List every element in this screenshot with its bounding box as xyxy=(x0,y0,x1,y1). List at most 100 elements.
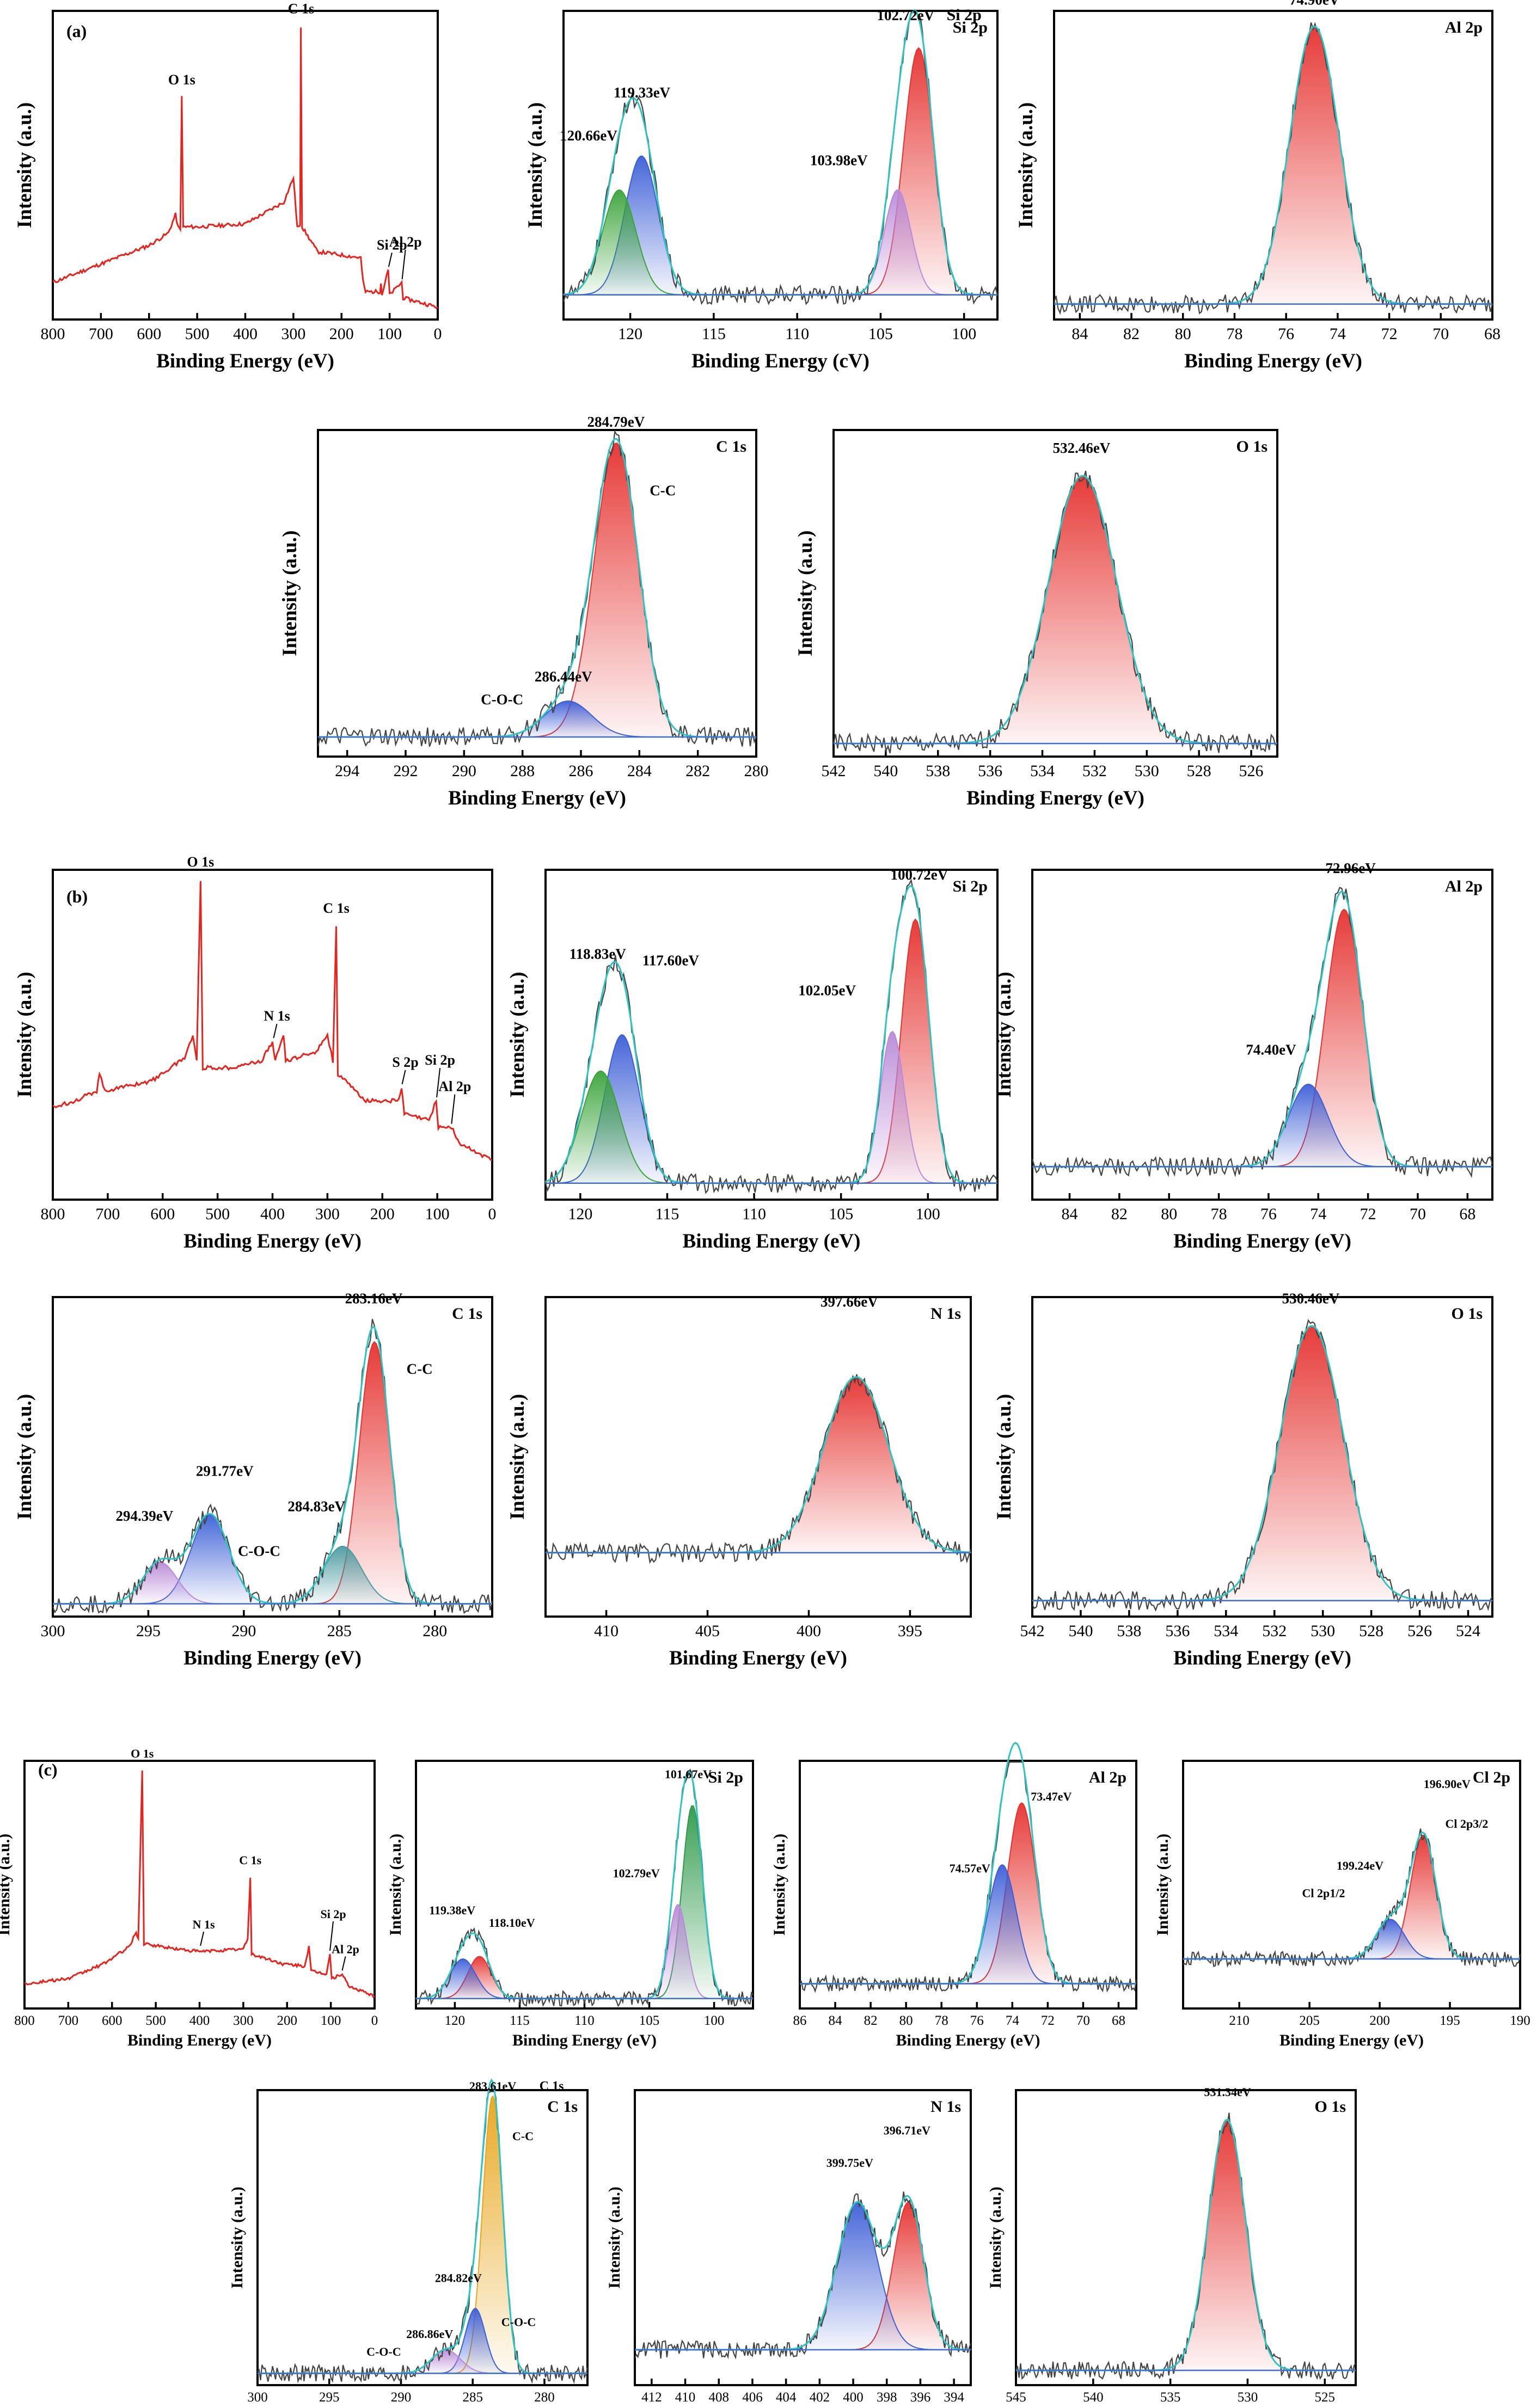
x-tick-label: 400 xyxy=(797,1622,821,1640)
plot-frame xyxy=(1015,2089,1357,2386)
x-tick-label: 300 xyxy=(247,2390,268,2405)
x-tick-label: 84 xyxy=(1062,1205,1078,1223)
x-tick-label: 395 xyxy=(898,1622,922,1640)
x-axis-label: Binding Energy (eV) xyxy=(183,1647,362,1669)
x-tick-label: 532 xyxy=(1082,762,1107,780)
x-tick-label: 300 xyxy=(281,325,305,343)
plot-frame xyxy=(23,1760,376,2010)
x-tick-label: 110 xyxy=(742,1205,766,1223)
xps-panel-c7: 545540535530525Binding Energy (eV)Intens… xyxy=(987,2085,1357,2405)
peak-label: 118.10eV xyxy=(489,1916,535,1930)
x-tick-label: 0 xyxy=(488,1205,497,1223)
x-tick-label: 70 xyxy=(1432,325,1449,343)
x-tick-label: 200 xyxy=(277,2013,298,2028)
panel-title: C 1s xyxy=(452,1305,482,1323)
raw-spectrum xyxy=(1053,22,1493,315)
fit-component-199.24eV xyxy=(1183,1919,1520,1959)
y-axis-label: Intensity (a.u.) xyxy=(794,530,817,656)
x-tick-label: 538 xyxy=(926,762,950,780)
x-tick-label: 536 xyxy=(1165,1622,1190,1640)
raw-spectrum xyxy=(799,1761,1137,1993)
peak-label: C-C xyxy=(512,2129,534,2143)
x-tick-label: 280 xyxy=(534,2390,555,2405)
fit-component-396.71eV xyxy=(635,2201,971,2350)
peak-label: 531.34eV xyxy=(1204,2085,1251,2099)
peak-label: 74.90eV xyxy=(1289,0,1340,8)
panel-title: Al 2p xyxy=(1445,877,1483,895)
fit-component-74.57eV xyxy=(800,1864,1136,1985)
panel-title-inline: Si 2p xyxy=(947,6,982,24)
x-tick-label: 0 xyxy=(371,2013,378,2028)
peak-label: 100.72eV xyxy=(890,867,948,883)
x-tick-label: 200 xyxy=(370,1205,395,1223)
y-axis-label: Intensity (a.u.) xyxy=(14,972,36,1097)
x-tick-label: 286 xyxy=(569,762,593,780)
x-tick-label: 115 xyxy=(702,325,726,343)
xps-panel-a2: 120 115 110 105 100 Binding Energy (cV) Intens… xyxy=(524,6,999,372)
peak-label: 102.79eV xyxy=(613,1866,660,1880)
x-tick-label: 100 xyxy=(916,1205,940,1223)
x-tick-label: 540 xyxy=(873,762,898,780)
x-tick-label: 110 xyxy=(574,2013,595,2028)
group-label-a: (a) xyxy=(66,21,87,41)
survey-peak-label: N 1s xyxy=(264,1008,290,1024)
x-tick-label: 600 xyxy=(137,325,161,343)
x-tick-label: 84 xyxy=(1071,325,1088,343)
y-axis-label: Intensity (a.u.) xyxy=(1015,102,1037,228)
peak-label: 284.83eV xyxy=(287,1498,345,1514)
xps-panel-c3: 86 84 82 80 78 76 74 72 70 68 Binding Energy (eV) I… xyxy=(770,1742,1137,2049)
plot-frame xyxy=(1031,869,1493,1201)
x-axis-label: Binding Energy (eV) xyxy=(966,787,1144,809)
x-tick-label: 105 xyxy=(829,1205,853,1223)
peak-label: 396.71eV xyxy=(884,2123,930,2137)
fit-component-74.90eV xyxy=(1054,26,1492,305)
x-tick-label: 78 xyxy=(1226,325,1242,343)
y-axis-label: Intensity (a.u.) xyxy=(228,2186,246,2289)
raw-spectrum xyxy=(317,429,757,747)
x-tick-label: 68 xyxy=(1112,2013,1125,2028)
peak-label: 530.46eV xyxy=(1282,1291,1340,1307)
plot-frame xyxy=(544,869,999,1201)
peak-label: 397.66eV xyxy=(820,1294,878,1310)
y-axis-label: Intensity (a.u.) xyxy=(14,1394,36,1520)
peak-label: C-O-C xyxy=(238,1543,280,1559)
x-tick-label: 80 xyxy=(1161,1205,1177,1223)
panel-title: C 1s xyxy=(547,2098,578,2116)
x-axis-label: Binding Energy (eV) xyxy=(896,2031,1040,2049)
x-tick-label: 68 xyxy=(1484,325,1501,343)
plot-frame xyxy=(1182,1760,1521,2010)
fit-envelope xyxy=(1183,1832,1520,1960)
raw-spectrum xyxy=(1031,887,1493,1178)
peak-label: 120.66eV xyxy=(560,127,617,144)
x-tick-label: 530 xyxy=(1311,1622,1335,1640)
x-tick-label: 115 xyxy=(510,2013,530,2028)
x-tick-label: 800 xyxy=(41,1205,65,1223)
x-tick-label: 285 xyxy=(327,1622,352,1640)
x-axis-label: Binding Energy (eV) xyxy=(683,1230,861,1252)
panel-title: N 1s xyxy=(930,1305,961,1323)
y-axis-label: Intensity (a.u.) xyxy=(0,1834,13,1936)
peak-label: 118.83eV xyxy=(570,946,627,962)
peak-label: 532.46eV xyxy=(1053,440,1111,456)
peak-label: Cl 2p3/2 xyxy=(1446,1817,1489,1830)
peak-label: 73.47eV xyxy=(1031,1790,1071,1803)
survey-peak-label: C 1s xyxy=(323,900,349,916)
x-tick-label: 400 xyxy=(260,1205,285,1223)
survey-peak-label: Al 2p xyxy=(332,1942,359,1956)
x-tick-label: 528 xyxy=(1359,1622,1383,1640)
peak-label: Cl 2p1/2 xyxy=(1302,1886,1345,1900)
x-tick-label: 100 xyxy=(425,1205,450,1223)
peak-label: 74.57eV xyxy=(950,1862,990,1875)
x-tick-label: 700 xyxy=(95,1205,120,1223)
panel-title: O 1s xyxy=(1236,438,1267,456)
peak-label: 283.16eV xyxy=(345,1291,403,1307)
x-tick-label: 120 xyxy=(568,1205,592,1223)
x-tick-label: 100 xyxy=(952,325,976,343)
plot-frame xyxy=(52,869,493,1201)
plot-frame xyxy=(1031,1296,1493,1618)
fit-component-72.96eV xyxy=(1032,908,1492,1168)
group-label-b: (b) xyxy=(66,887,88,906)
x-tick-label: 120 xyxy=(445,2013,466,2028)
survey-peak-label: Si 2p xyxy=(320,1907,346,1921)
plot-frame xyxy=(52,1296,493,1618)
